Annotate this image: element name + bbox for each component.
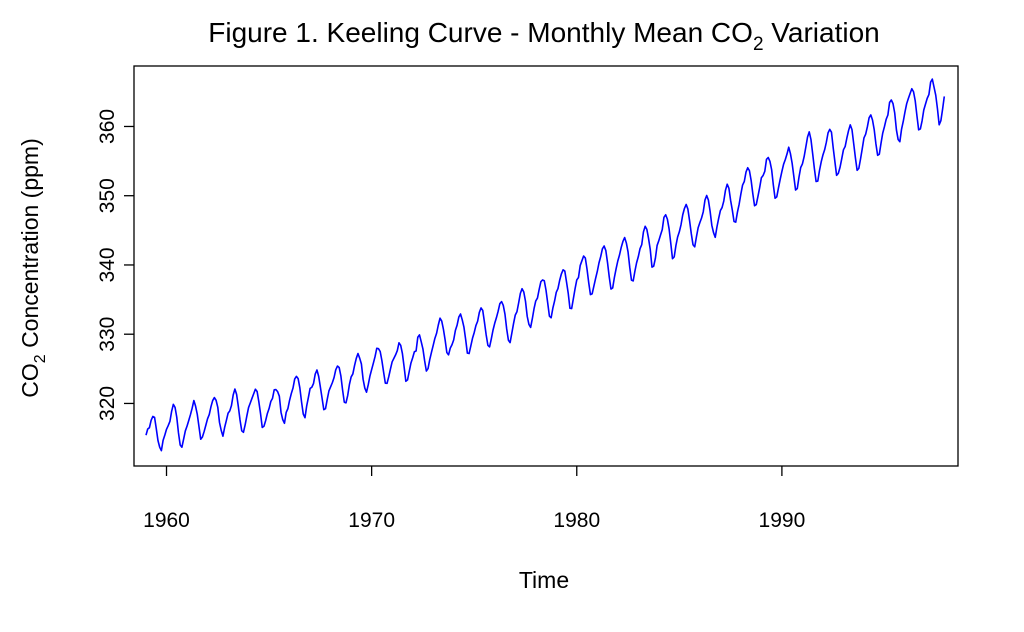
x-tick-label: 1980	[553, 509, 600, 532]
x-axis-title: Time	[519, 567, 569, 593]
y-tick-label: 340	[96, 247, 119, 282]
y-axis-title: CO2 Concentration (ppm)	[17, 138, 49, 397]
co2-series-line	[145, 78, 946, 452]
chart-title: Figure 1. Keeling Curve - Monthly Mean C…	[208, 17, 879, 55]
x-tick-label: 1960	[143, 509, 190, 532]
plot-frame	[133, 65, 959, 467]
x-tick-label: 1990	[759, 509, 806, 532]
y-axis-title-subscript: 2	[32, 354, 49, 363]
x-axis: 1960 1970 1980 1990	[143, 466, 805, 532]
x-tick-label: 1970	[348, 509, 395, 532]
y-tick-label: 360	[96, 109, 119, 144]
y-axis: 320 330 340 350 360	[96, 109, 134, 421]
chart-title-subscript: 2	[753, 34, 764, 55]
series-layer	[145, 78, 946, 452]
y-tick-label: 320	[96, 386, 119, 421]
y-tick-label: 350	[96, 178, 119, 213]
y-tick-label: 330	[96, 317, 119, 352]
